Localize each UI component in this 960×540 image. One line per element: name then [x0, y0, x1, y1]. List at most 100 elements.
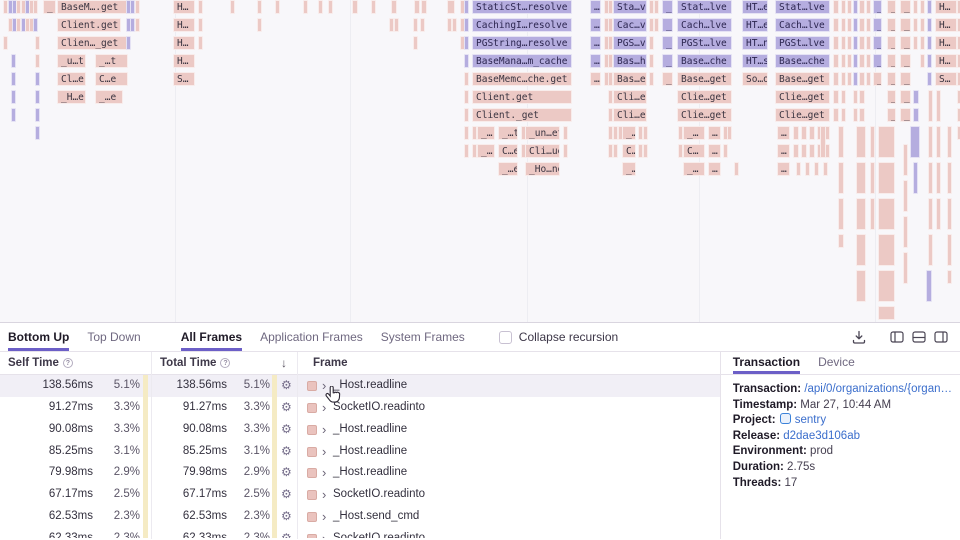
flame-frame-block[interactable] — [613, 126, 618, 140]
flame-frame-block[interactable] — [833, 36, 839, 50]
flame-frame-block[interactable] — [866, 18, 871, 32]
dock-left-icon[interactable] — [888, 328, 906, 346]
flame-frame-block[interactable] — [814, 162, 819, 176]
flame-frame-block[interactable] — [608, 18, 613, 32]
flame-frame-block[interactable] — [643, 126, 648, 140]
flame-frame-block[interactable] — [903, 252, 908, 284]
table-row[interactable]: 79.98ms 2.9% 79.98ms 2.9% ⚙ › _Host.readline — [0, 462, 720, 485]
flame-frame-block[interactable]: _ — [900, 36, 911, 50]
flame-frame-block[interactable] — [3, 0, 8, 14]
flame-frame-block[interactable] — [853, 36, 858, 50]
flame-frame-block[interactable] — [856, 198, 866, 230]
frame-tab-application-frames[interactable]: Application Frames — [260, 330, 363, 344]
flame-frame-block[interactable]: Clie…get — [775, 90, 830, 104]
flame-frame-block[interactable] — [913, 162, 918, 194]
flame-frame-block[interactable] — [198, 0, 203, 14]
flame-frame-block[interactable]: _… — [477, 126, 495, 140]
flame-frame-block[interactable] — [643, 144, 648, 158]
flame-frame-block[interactable] — [856, 234, 866, 266]
flame-frame-block[interactable] — [727, 126, 732, 140]
flame-frame-block[interactable]: H… — [173, 36, 195, 50]
flame-frame-block[interactable]: _ — [887, 54, 896, 68]
flame-frame-block[interactable] — [275, 0, 280, 14]
flame-frame-block[interactable] — [913, 0, 918, 14]
table-row[interactable]: 138.56ms 5.1% 138.56ms 5.1% ⚙ › _Host.readline — [0, 375, 720, 397]
flame-frame-block[interactable] — [936, 198, 941, 230]
detail-value[interactable]: d2dae3d106ab — [783, 429, 860, 442]
flame-frame-block[interactable] — [927, 0, 932, 14]
collapse-recursion-checkbox[interactable] — [498, 330, 512, 344]
flame-frame-block[interactable]: _… — [477, 144, 495, 158]
flame-frame-block[interactable]: … — [708, 144, 721, 158]
flame-frame-block[interactable] — [33, 0, 38, 14]
flame-frame-block[interactable]: Bas…et — [613, 72, 647, 86]
flame-frame-block[interactable] — [833, 90, 839, 104]
flame-frame-block[interactable] — [841, 18, 846, 32]
flame-frame-block[interactable] — [957, 90, 960, 104]
flame-frame-block[interactable] — [563, 126, 568, 140]
flame-frame-block[interactable] — [391, 0, 397, 14]
flame-frame-block[interactable]: PGString…resolve — [472, 36, 572, 50]
flame-frame-block[interactable] — [654, 18, 659, 32]
flame-frame-block[interactable]: _ — [873, 72, 882, 86]
flame-frame-block[interactable]: _…t — [498, 126, 518, 140]
flame-frame-block[interactable]: C… — [622, 144, 636, 158]
flame-frame-block[interactable] — [464, 36, 469, 50]
flame-frame-block[interactable] — [927, 36, 932, 50]
flame-frame-block[interactable]: Cach…lve — [775, 18, 830, 32]
flame-frame-block[interactable] — [371, 0, 376, 14]
flame-frame-block[interactable] — [853, 72, 858, 86]
flame-frame-block[interactable]: H… — [935, 0, 957, 14]
flame-frame-block[interactable] — [878, 270, 895, 302]
flame-frame-block[interactable] — [126, 36, 131, 50]
flame-frame-block[interactable]: BaseMemc…che.get — [472, 72, 572, 86]
gear-icon[interactable]: ⚙ — [281, 530, 292, 538]
flame-frame-block[interactable] — [257, 0, 262, 14]
flame-frame-block[interactable]: Stat…lve — [677, 0, 732, 14]
download-icon[interactable] — [850, 328, 868, 346]
flame-frame-block[interactable] — [833, 54, 839, 68]
flame-frame-block[interactable]: _ — [662, 54, 673, 68]
expand-chevron-icon[interactable]: › — [322, 509, 327, 525]
flame-frame-block[interactable]: Stat…lve — [775, 0, 830, 14]
flame-frame-block[interactable]: So…o — [742, 72, 768, 86]
flame-frame-block[interactable] — [838, 234, 844, 248]
expand-chevron-icon[interactable]: › — [322, 421, 327, 437]
flame-frame-block[interactable]: Cl…e — [57, 72, 86, 86]
flame-frame-block[interactable] — [859, 18, 865, 32]
flame-frame-block[interactable] — [35, 108, 40, 122]
total-time-header[interactable]: Total Time? — [160, 352, 231, 375]
flame-frame-block[interactable] — [649, 36, 654, 50]
flame-frame-block[interactable]: _ — [887, 72, 896, 86]
flame-frame-block[interactable] — [654, 0, 659, 14]
flame-frame-block[interactable]: _ — [887, 108, 896, 122]
flame-frame-block[interactable] — [452, 18, 457, 32]
flame-frame-block[interactable] — [847, 54, 852, 68]
dock-right-icon[interactable] — [932, 328, 950, 346]
flame-frame-block[interactable] — [793, 144, 799, 158]
flame-frame-block[interactable] — [856, 126, 866, 158]
flame-frame-block[interactable] — [928, 162, 933, 194]
flame-frame-block[interactable]: _… — [622, 162, 636, 176]
flame-frame-block[interactable] — [833, 0, 839, 14]
flame-frame-block[interactable] — [16, 0, 21, 14]
flame-frame-block[interactable]: Clie…get — [677, 108, 732, 122]
flame-frame-block[interactable] — [920, 0, 925, 14]
flame-frame-block[interactable] — [833, 72, 839, 86]
flame-frame-block[interactable] — [920, 18, 925, 32]
flame-frame-block[interactable] — [608, 90, 613, 104]
flame-frame-block[interactable] — [464, 54, 469, 68]
flame-frame-block[interactable] — [734, 162, 739, 176]
flame-frame-block[interactable]: _ — [900, 108, 911, 122]
flame-frame-block[interactable] — [928, 126, 933, 158]
flame-frame-block[interactable]: H… — [173, 0, 195, 14]
gear-icon[interactable]: ⚙ — [281, 378, 292, 392]
flame-frame-block[interactable]: _ — [900, 54, 911, 68]
flame-frame-block[interactable]: Cli…et — [613, 108, 647, 122]
flame-frame-block[interactable] — [130, 18, 135, 32]
flame-frame-block[interactable] — [35, 126, 40, 140]
flame-frame-block[interactable] — [303, 0, 308, 14]
flame-frame-block[interactable] — [920, 54, 925, 68]
flame-frame-block[interactable] — [957, 54, 960, 68]
flame-frame-block[interactable]: Cac…ve — [613, 18, 647, 32]
